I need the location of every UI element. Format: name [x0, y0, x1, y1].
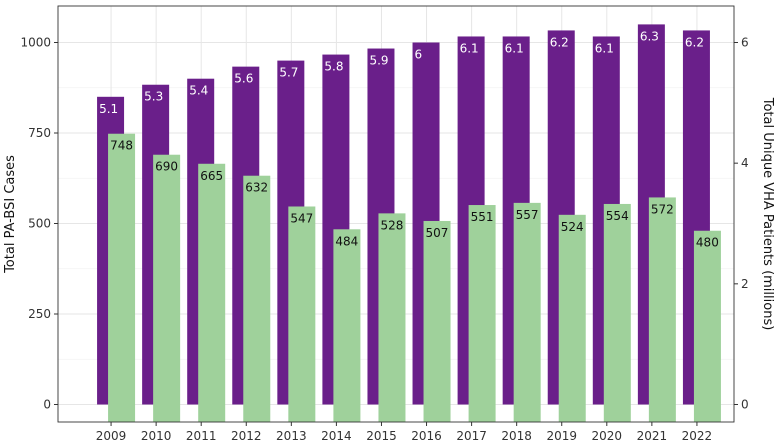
x-tick-label-2020: 2020: [592, 429, 623, 443]
label-patients-2017: 6.1: [460, 41, 479, 55]
label-patients-2012: 5.6: [234, 72, 253, 86]
x-tick-label-2010: 2010: [141, 429, 172, 443]
bar-cases-2020: [603, 203, 631, 422]
x-tick-label-2019: 2019: [546, 429, 577, 443]
plot-frame: [57, 5, 735, 423]
bar-cases-2021: [648, 197, 676, 422]
axes: 0 250 500 750 1000 0 2 4 6 2009 2010 2011 2012 2013 20…: [20, 36, 748, 444]
y2-tick-label: 4: [741, 156, 749, 170]
label-cases-2013: 547: [290, 211, 313, 225]
x-tick-label-2022: 2022: [682, 429, 713, 443]
x-tick-label-2014: 2014: [321, 429, 352, 443]
bar-cases-2017: [468, 205, 496, 422]
y2-tick-label: 6: [741, 36, 749, 50]
y2-tick-label: 2: [741, 277, 749, 291]
x-tick-label-2018: 2018: [501, 429, 532, 443]
label-patients-2010: 5.3: [144, 90, 163, 104]
label-cases-2010: 690: [155, 160, 178, 174]
label-patients-2013: 5.7: [279, 66, 298, 80]
label-patients-2020: 6.1: [595, 41, 614, 55]
label-cases-2020: 554: [606, 209, 629, 223]
x-tick-label-2021: 2021: [637, 429, 668, 443]
label-cases-2018: 557: [516, 208, 539, 222]
label-patients-2014: 5.8: [324, 60, 343, 74]
y-tick-label: 1000: [20, 36, 51, 50]
y-tick-label: 500: [28, 217, 51, 231]
bar-cases-2010: [153, 154, 181, 422]
label-cases-2015: 528: [380, 218, 403, 232]
bar-cases-2013: [288, 206, 316, 422]
y-tick-label: 750: [28, 126, 51, 140]
cases-bars: [108, 133, 721, 422]
bar-cases-2016: [423, 220, 451, 422]
x-tick-label-2017: 2017: [456, 429, 487, 443]
label-patients-2015: 5.9: [369, 54, 388, 68]
y-tick-label: 0: [43, 398, 51, 412]
bar-labels: 5.1 748 5.3 690 5.4 665 5.6 632 5.7 547 5.8 484 5.9 5…: [99, 29, 719, 249]
bar-cases-2018: [513, 202, 541, 422]
label-cases-2022: 480: [696, 236, 719, 250]
label-patients-2021: 6.3: [640, 29, 659, 43]
x-tick-label-2011: 2011: [186, 429, 217, 443]
label-cases-2017: 551: [471, 210, 494, 224]
label-patients-2018: 6.1: [505, 41, 524, 55]
label-patients-2009: 5.1: [99, 102, 118, 116]
bar-cases-2014: [333, 229, 361, 422]
label-patients-2016: 6: [415, 48, 423, 62]
x-tick-label-2013: 2013: [276, 429, 307, 443]
label-cases-2011: 665: [200, 169, 223, 183]
label-cases-2016: 507: [426, 226, 449, 240]
label-cases-2009: 748: [110, 139, 133, 153]
bar-cases-2015: [378, 213, 406, 422]
label-cases-2014: 484: [335, 234, 358, 248]
label-cases-2019: 524: [561, 220, 584, 234]
bar-cases-2012: [243, 175, 271, 422]
y-axis-title: Total PA-BSI Cases: [3, 155, 18, 274]
bar-cases-2022: [693, 230, 721, 422]
label-cases-2012: 632: [245, 181, 268, 195]
x-tick-label-2015: 2015: [366, 429, 397, 443]
x-tick-label-2016: 2016: [411, 429, 442, 443]
label-cases-2021: 572: [651, 202, 674, 216]
y2-axis-title: Total Unique VHA Patients (millions): [760, 97, 775, 331]
x-tick-label-2012: 2012: [231, 429, 262, 443]
bar-cases-2009: [108, 133, 136, 422]
bar-cases-2011: [198, 163, 226, 422]
bar-cases-2019: [558, 214, 586, 422]
y2-tick-label: 0: [741, 398, 749, 412]
label-patients-2011: 5.4: [189, 84, 208, 98]
label-patients-2019: 6.2: [550, 35, 569, 49]
y-tick-label: 250: [28, 307, 51, 321]
x-tick-label-2009: 2009: [96, 429, 127, 443]
label-patients-2022: 6.2: [685, 35, 704, 49]
